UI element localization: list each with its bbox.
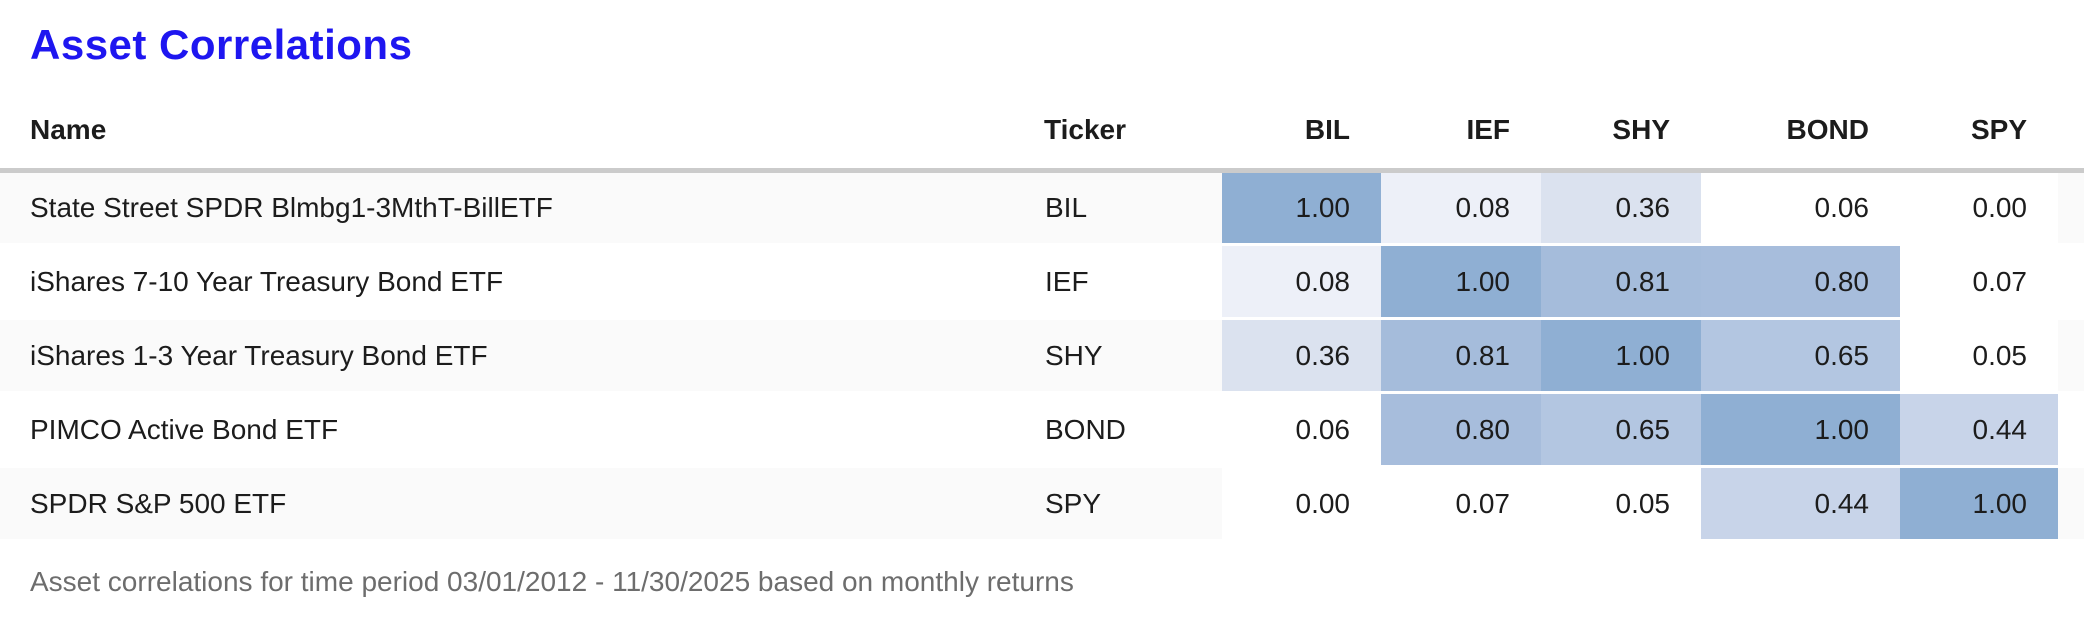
- correlation-cell: 0.44: [1900, 392, 2058, 468]
- row-gap: [2058, 392, 2084, 468]
- asset-name: State Street SPDR Blmbg1-3MthT-BillETF: [0, 170, 1044, 246]
- column-header-spy: SPY: [1900, 100, 2058, 173]
- column-header-ief: IEF: [1381, 100, 1541, 173]
- correlation-cell: 1.00: [1541, 318, 1701, 394]
- correlation-cell: 0.80: [1381, 392, 1541, 468]
- correlation-cell: 0.80: [1701, 244, 1900, 320]
- correlation-cell: 0.06: [1222, 392, 1381, 468]
- column-header-bil: BIL: [1222, 100, 1381, 173]
- correlation-cell: 1.00: [1222, 170, 1381, 246]
- correlation-table: Name Ticker BIL IEF SHY BOND SPY State S…: [0, 100, 2084, 542]
- asset-name: PIMCO Active Bond ETF: [0, 392, 1044, 468]
- asset-ticker: IEF: [1044, 244, 1222, 320]
- column-header-bond: BOND: [1701, 100, 1900, 173]
- correlation-cell: 0.36: [1541, 170, 1701, 246]
- column-header-gap: [2058, 100, 2084, 173]
- table-row: PIMCO Active Bond ETF BOND 0.06 0.80 0.6…: [0, 392, 2084, 468]
- row-gap: [2058, 466, 2084, 542]
- asset-correlations-page: Asset Correlations Name Ticker BIL IEF S…: [0, 22, 2084, 598]
- row-gap: [2058, 318, 2084, 394]
- table-header: Name Ticker BIL IEF SHY BOND SPY: [0, 100, 2084, 173]
- asset-name: iShares 1-3 Year Treasury Bond ETF: [0, 318, 1044, 394]
- asset-ticker: BIL: [1044, 170, 1222, 246]
- correlation-cell: 0.08: [1222, 244, 1381, 320]
- correlation-cell: 0.05: [1541, 466, 1701, 542]
- correlation-cell: 0.36: [1222, 318, 1381, 394]
- table-row: SPDR S&P 500 ETF SPY 0.00 0.07 0.05 0.44…: [0, 466, 2084, 542]
- correlation-cell: 0.06: [1701, 170, 1900, 246]
- asset-name: SPDR S&P 500 ETF: [0, 466, 1044, 542]
- correlation-cell: 0.00: [1900, 170, 2058, 246]
- correlation-cell: 0.81: [1541, 244, 1701, 320]
- column-header-name: Name: [0, 100, 1044, 173]
- correlation-cell: 1.00: [1900, 466, 2058, 542]
- header-row: Name Ticker BIL IEF SHY BOND SPY: [0, 100, 2084, 173]
- asset-ticker: BOND: [1044, 392, 1222, 468]
- table-body: State Street SPDR Blmbg1-3MthT-BillETF B…: [0, 170, 2084, 542]
- column-header-ticker: Ticker: [1044, 100, 1222, 173]
- correlation-cell: 0.00: [1222, 466, 1381, 542]
- correlation-cell: 1.00: [1381, 244, 1541, 320]
- asset-ticker: SHY: [1044, 318, 1222, 394]
- correlation-cell: 1.00: [1701, 392, 1900, 468]
- row-gap: [2058, 170, 2084, 246]
- page-title: Asset Correlations: [30, 21, 413, 68]
- correlation-cell: 0.44: [1701, 466, 1900, 542]
- correlation-cell: 0.65: [1701, 318, 1900, 394]
- correlation-cell: 0.08: [1381, 170, 1541, 246]
- asset-name: iShares 7-10 Year Treasury Bond ETF: [0, 244, 1044, 320]
- correlation-cell: 0.07: [1381, 466, 1541, 542]
- correlation-cell: 0.05: [1900, 318, 2058, 394]
- correlation-cell: 0.65: [1541, 392, 1701, 468]
- correlation-cell: 0.07: [1900, 244, 2058, 320]
- table-row: iShares 1-3 Year Treasury Bond ETF SHY 0…: [0, 318, 2084, 394]
- asset-ticker: SPY: [1044, 466, 1222, 542]
- column-header-shy: SHY: [1541, 100, 1701, 173]
- table-row: iShares 7-10 Year Treasury Bond ETF IEF …: [0, 244, 2084, 320]
- row-gap: [2058, 244, 2084, 320]
- correlation-cell: 0.81: [1381, 318, 1541, 394]
- table-row: State Street SPDR Blmbg1-3MthT-BillETF B…: [0, 170, 2084, 246]
- time-period-footnote: Asset correlations for time period 03/01…: [30, 566, 1074, 597]
